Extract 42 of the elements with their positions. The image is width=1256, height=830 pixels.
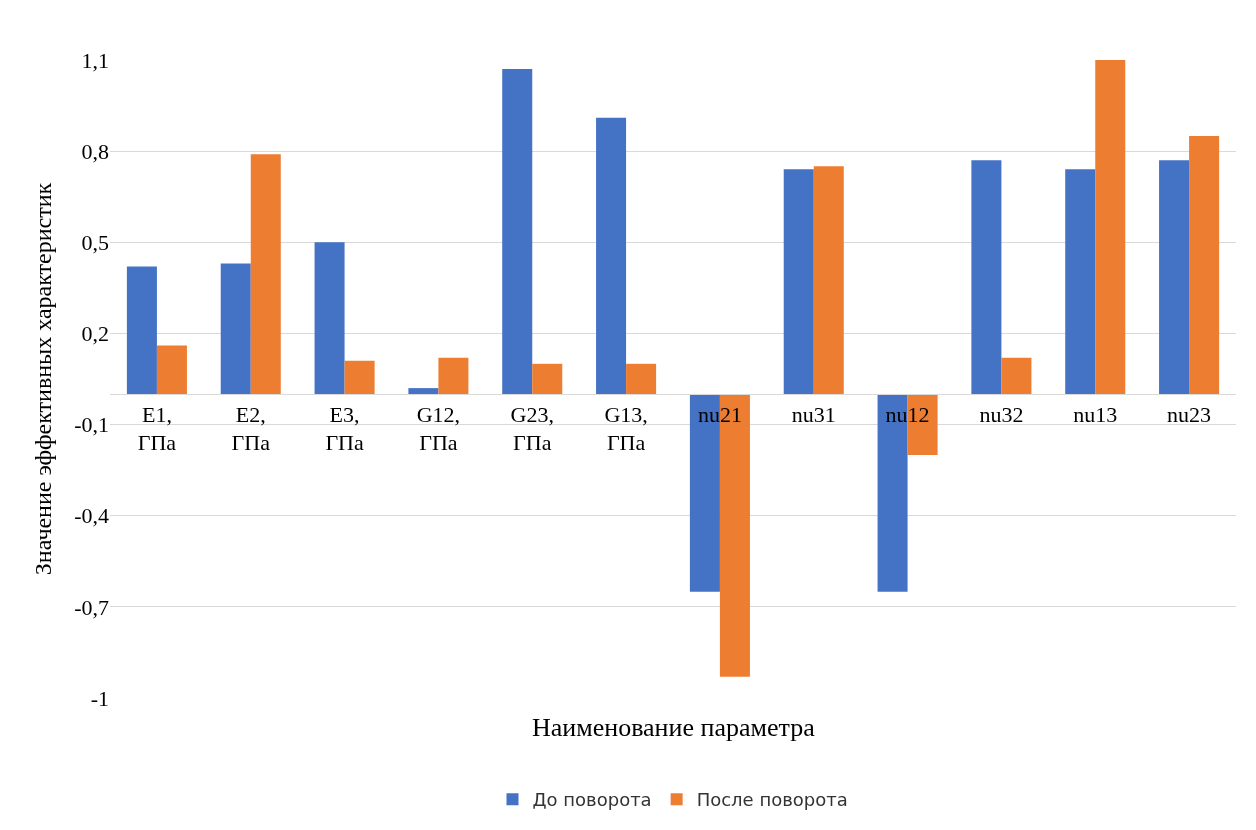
x-tick-label: nu23 (1167, 401, 1212, 427)
bar (596, 117, 627, 395)
y-tick-label: 0,2 (81, 321, 109, 347)
bar (1189, 135, 1220, 395)
legend-label: После поворота (696, 789, 848, 811)
y-tick-label: -0,1 (74, 412, 109, 438)
bar (220, 263, 251, 395)
x-tick-label: E2, ГПа (231, 401, 271, 456)
bar (502, 69, 533, 395)
bar (1001, 357, 1032, 395)
x-tick-label: nu13 (1073, 401, 1118, 427)
bar (438, 357, 469, 395)
y-tick-label: -0,4 (74, 503, 109, 529)
bar (156, 345, 187, 395)
y-axis-title: Значение эффективных характеристик (30, 182, 57, 576)
x-tick-label: E1, ГПа (137, 401, 177, 456)
y-tick-label: 1,1 (81, 47, 109, 73)
legend-label: До поворота (532, 789, 652, 811)
bar (1095, 60, 1126, 395)
x-tick-label: G12, ГПа (416, 401, 461, 456)
bar (314, 242, 345, 395)
x-tick-label: G13, ГПа (604, 401, 648, 456)
bar (626, 363, 657, 395)
x-tick-label: E3, ГПа (325, 401, 364, 456)
bar (1159, 160, 1190, 395)
x-tick-label: nu31 (791, 401, 836, 427)
y-tick-label: -0,7 (74, 594, 109, 620)
bar (250, 154, 281, 395)
bar (783, 169, 814, 395)
x-axis-title: Наименование параметра (532, 713, 816, 742)
x-tick-label: G23, ГПа (510, 401, 554, 456)
x-tick-label: nu32 (979, 401, 1024, 427)
bar (1065, 169, 1096, 395)
y-tick-label: -1 (90, 685, 109, 711)
bar (126, 266, 157, 395)
y-tick-label: 0,5 (81, 229, 109, 255)
bar (971, 160, 1002, 395)
bar (813, 166, 844, 395)
y-tick-label: 0,8 (81, 138, 109, 164)
bar (408, 388, 439, 395)
bar (344, 360, 375, 395)
bar (532, 363, 563, 395)
